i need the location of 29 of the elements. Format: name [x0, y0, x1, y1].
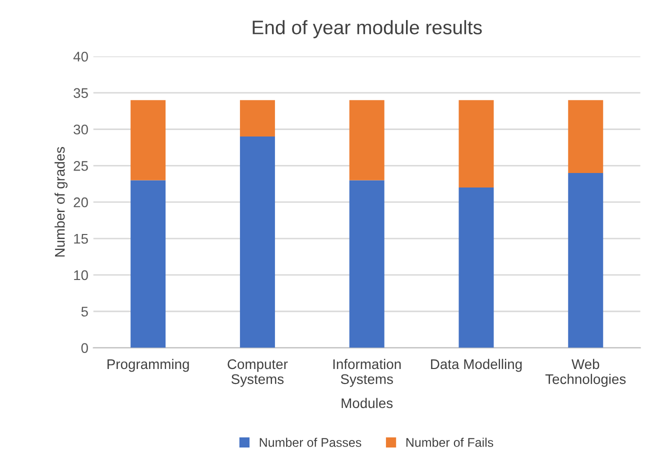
x-tick-label: Computer Systems: [228, 359, 288, 387]
y-tick-label: 20: [74, 197, 88, 208]
x-tick-label: Web Technologies: [545, 358, 626, 387]
bar: [458, 100, 494, 188]
bar: [458, 188, 494, 348]
bar: [240, 100, 275, 137]
bar: [349, 180, 384, 348]
bar: [568, 172, 604, 348]
bar: [130, 100, 166, 180]
bar: [568, 100, 604, 173]
bar: [130, 180, 166, 348]
legend-label: Number of Fails: [406, 438, 494, 447]
y-tick-label: 35: [74, 88, 88, 98]
chart-title: End of year module results: [252, 20, 482, 38]
y-tick-label: 5: [81, 306, 88, 317]
legend-label: Number of Passes: [260, 438, 362, 447]
y-tick-label: 40: [73, 52, 88, 62]
bar: [349, 100, 384, 180]
y-tick-label: 15: [74, 234, 88, 244]
x-tick-label: Data Modelling: [431, 358, 522, 372]
y-axis-title: Number of grades: [54, 147, 68, 257]
y-tick-label: 10: [74, 270, 88, 280]
x-axis-title: Modules: [342, 398, 393, 408]
y-tick-label: 30: [74, 124, 88, 134]
x-tick-label: Information Systems: [333, 358, 401, 387]
y-tick-label: 0: [81, 343, 88, 353]
x-tick-label: Programming: [108, 358, 189, 372]
y-tick-label: 25: [74, 161, 88, 171]
bar: [240, 136, 275, 348]
